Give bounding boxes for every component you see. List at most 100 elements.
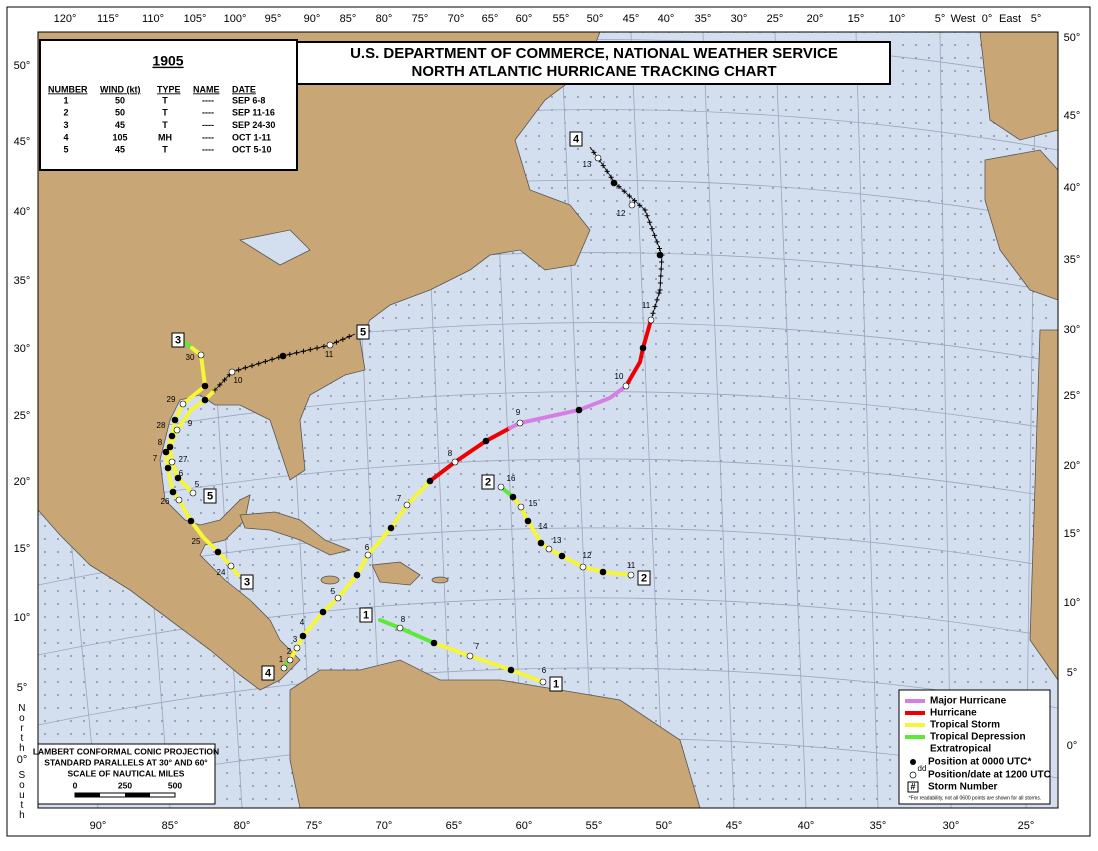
legend-dd: dd — [918, 764, 927, 773]
table-cell: T — [162, 145, 168, 155]
table-cell: OCT 5-10 — [232, 145, 272, 155]
table-header: WIND (kt) — [100, 84, 141, 94]
date-label: 5 — [331, 587, 336, 596]
date-label: 11 — [325, 350, 334, 359]
extratropical-mark — [236, 367, 242, 373]
table-cell: ---- — [202, 108, 214, 118]
extratropical-mark — [621, 188, 627, 194]
lon-label: 10° — [889, 13, 906, 25]
lon-label: 75° — [306, 820, 323, 832]
lon-label: 45° — [726, 820, 743, 832]
position-dot — [539, 678, 547, 686]
date-label: 5 — [195, 480, 200, 489]
lat-label: 10° — [14, 612, 31, 624]
storm-number: 2 — [485, 476, 491, 488]
table-cell: SEP 11-16 — [232, 108, 275, 118]
year: 1905 — [152, 53, 183, 69]
table-cell: MH — [158, 132, 172, 142]
extratropical-mark — [652, 304, 658, 310]
extratropical-mark — [249, 363, 255, 369]
position-dot — [497, 483, 505, 491]
lon-label: 5° — [935, 13, 946, 25]
lon-label: 25° — [767, 13, 784, 25]
date-label: 6 — [542, 666, 547, 675]
date-label: 4 — [300, 618, 305, 627]
date-label: 30 — [186, 353, 195, 362]
table-header: NAME — [193, 84, 220, 94]
lon-label: 70° — [376, 820, 393, 832]
storm-number-box — [637, 570, 651, 586]
subtitle: NORTH ATLANTIC HURRICANE TRACKING CHART — [412, 63, 777, 80]
storm-number-box — [359, 607, 373, 623]
lon-label: 90° — [90, 820, 107, 832]
date-label: 7 — [397, 494, 402, 503]
title: U.S. DEPARTMENT OF COMMERCE, NATIONAL WE… — [350, 45, 838, 62]
projection-text: SCALE OF NAUTICAL MILES — [68, 768, 185, 778]
legend-box — [898, 689, 1051, 805]
position-dot — [201, 396, 209, 404]
date-label: 8 — [158, 438, 163, 447]
extratropical-mark — [591, 149, 597, 155]
scale-label: 250 — [118, 780, 132, 790]
lon-label: 80° — [376, 13, 393, 25]
storm-number: 4 — [265, 667, 272, 679]
position-dot — [628, 201, 636, 209]
table-cell: 45 — [115, 120, 125, 130]
lat-label: 5° — [1067, 667, 1078, 679]
projection-text: LAMBERT CONFORMAL CONIC PROJECTION — [33, 746, 219, 756]
date-label: 13 — [583, 160, 592, 169]
position-dot — [162, 448, 170, 456]
table-cell: ---- — [202, 145, 214, 155]
extratropical-mark — [656, 290, 662, 296]
date-label: 7 — [475, 642, 480, 651]
storm-number-box — [549, 676, 563, 692]
extratropical-mark — [287, 351, 293, 357]
position-dot — [466, 652, 474, 660]
legend-symbol: # — [910, 781, 915, 791]
table-cell: T — [162, 120, 168, 130]
map-border — [37, 31, 1059, 809]
position-dot — [293, 644, 301, 652]
table-cell: 2 — [63, 108, 68, 118]
position-dot — [171, 416, 179, 424]
position-dot — [387, 524, 395, 532]
table-cell: 50 — [115, 108, 125, 118]
date-label: 3 — [293, 635, 298, 644]
position-dot — [280, 664, 288, 672]
lon-label: 75° — [412, 13, 429, 25]
storm-number-box — [240, 574, 254, 590]
lat-label: 40° — [1064, 182, 1081, 194]
position-dot — [364, 551, 372, 559]
position-dot — [426, 477, 434, 485]
extratropical-mark — [262, 359, 268, 365]
lon-label: 30° — [943, 820, 960, 832]
lon-label: 15° — [848, 13, 865, 25]
track — [428, 426, 512, 483]
table-cell: SEP 24-30 — [232, 120, 275, 130]
summary-box — [39, 39, 298, 171]
lon-label: 105° — [184, 13, 207, 25]
position-dot — [599, 568, 607, 576]
storm-number: 1 — [553, 678, 559, 690]
extratropical-mark — [644, 213, 650, 219]
position-dot — [166, 443, 174, 451]
hemisphere-label: South — [16, 770, 27, 820]
extratropical-mark — [217, 382, 223, 388]
lat-label: 35° — [14, 275, 31, 287]
position-dot — [319, 608, 327, 616]
position-dot — [647, 316, 655, 324]
lat-label: 40° — [14, 206, 31, 218]
position-dot — [509, 493, 517, 501]
position-dot — [214, 548, 222, 556]
date-label: 29 — [167, 395, 176, 404]
position-dot — [353, 571, 361, 579]
position-dot — [622, 382, 630, 390]
lon-label: 40° — [798, 820, 815, 832]
tracks — [162, 146, 665, 686]
extratropical-mark — [314, 345, 320, 351]
lat-label: 50° — [1064, 32, 1081, 44]
extratropical-mark — [650, 310, 656, 316]
storm-number-box — [569, 131, 583, 147]
date-label: 15 — [529, 499, 538, 508]
